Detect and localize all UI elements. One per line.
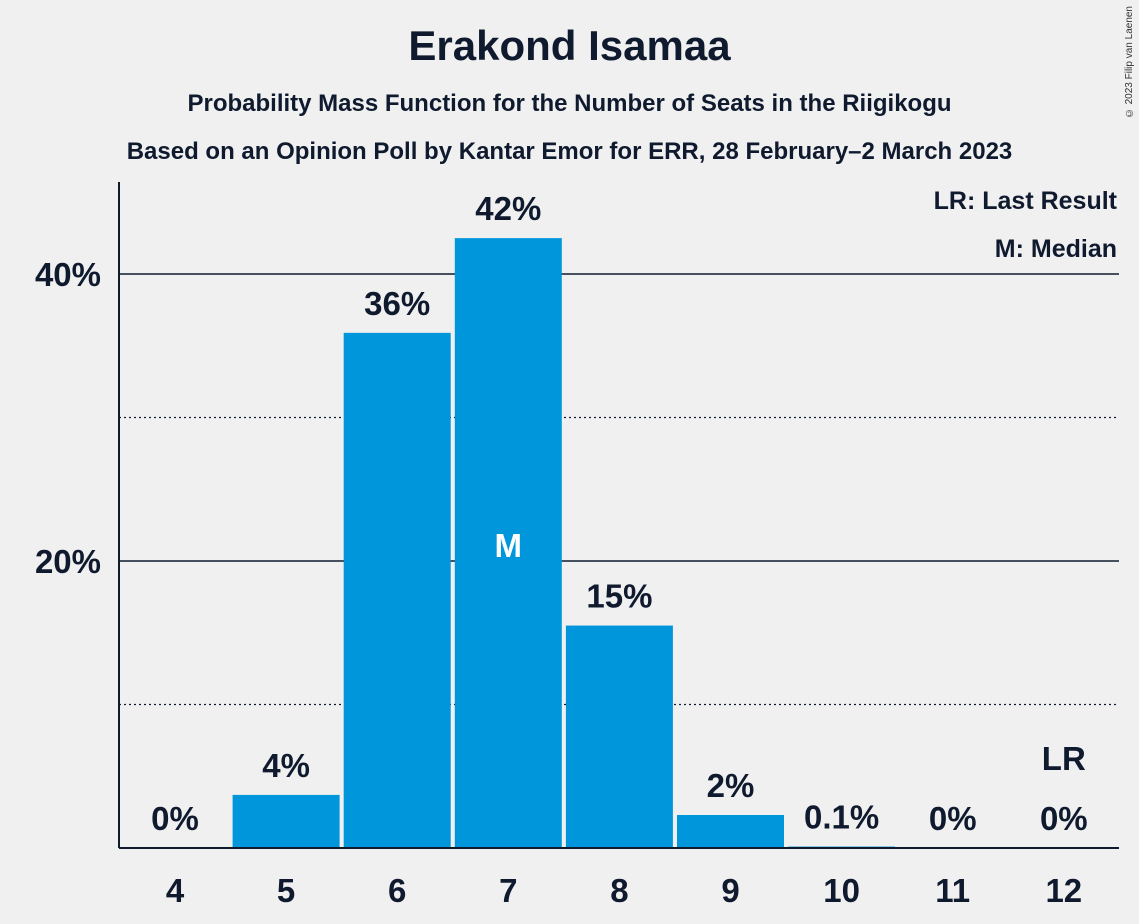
value-label: 4% [262, 747, 310, 784]
x-tick-label: 6 [388, 872, 406, 909]
value-label: 0% [929, 800, 977, 837]
chart-source-note: Based on an Opinion Poll by Kantar Emor … [126, 138, 1013, 165]
x-tick-label: 12 [1045, 872, 1082, 909]
chart-subtitle: Probability Mass Function for the Number… [187, 90, 952, 117]
x-tick-label: 8 [610, 872, 628, 909]
value-label: 0% [151, 800, 199, 837]
bar-seats-5 [232, 794, 340, 848]
y-tick-label: 40% [35, 256, 101, 293]
x-tick-label: 9 [721, 872, 739, 909]
bar-seats-8 [565, 625, 673, 848]
legend-last-result: LR: Last Result [934, 187, 1118, 215]
value-label: 15% [586, 578, 652, 615]
bar-seats-9 [677, 814, 784, 848]
value-label: 0% [1040, 800, 1088, 837]
x-tick-label: 5 [277, 872, 295, 909]
value-label: 2% [707, 767, 755, 804]
value-label: 42% [475, 190, 541, 227]
last-result-marker: LR [1042, 740, 1086, 777]
value-label: 0.1% [804, 799, 879, 836]
x-tick-label: 4 [166, 872, 185, 909]
y-tick-label: 20% [35, 543, 101, 580]
x-tick-label: 10 [823, 872, 860, 909]
legend-median: M: Median [995, 235, 1117, 263]
median-marker: M [495, 527, 523, 564]
x-tick-label: 11 [935, 872, 970, 909]
bar-seats-7 [454, 238, 562, 848]
chart-title: Erakond Isamaa [408, 22, 731, 69]
x-tick-label: 7 [499, 872, 517, 909]
value-label: 36% [364, 285, 430, 322]
bar-seats-6 [343, 332, 451, 849]
